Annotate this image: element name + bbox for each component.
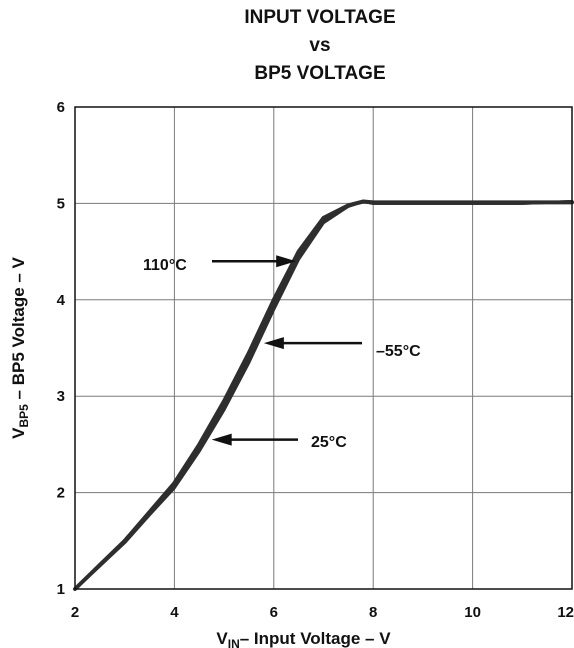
y-tick-label-1: 1: [57, 581, 65, 598]
y-tick-label-2: 2: [57, 485, 65, 502]
annotation-label-2: 25°C: [311, 434, 347, 451]
x-axis-label-main: V: [216, 629, 228, 648]
y-tick-label-6: 6: [57, 99, 65, 116]
annotation-label-1: –55°C: [376, 343, 421, 360]
series-line-2: [73, 200, 574, 591]
x-axis-label-sub: IN: [228, 637, 240, 648]
y-tick-label-4: 4: [57, 292, 66, 309]
chart-title-line-1: INPUT VOLTAGE: [244, 7, 396, 28]
y-axis-label: VBP5 – BP5 Voltage – V: [9, 256, 31, 438]
x-tick-label-4: 4: [170, 604, 179, 621]
y-tick-label-3: 3: [57, 388, 65, 405]
x-axis-ticks: 2 4 6 8 10 12: [71, 604, 574, 621]
x-tick-label-6: 6: [270, 604, 278, 621]
y-axis-label-sub: BP5: [17, 404, 31, 428]
x-axis-label: VIN– Input Voltage – V: [216, 629, 391, 648]
x-tick-label-2: 2: [71, 604, 79, 621]
annotations: 110°C –55°C 25°C: [143, 255, 421, 451]
x-tick-label-10: 10: [464, 604, 481, 621]
x-tick-label-8: 8: [369, 604, 377, 621]
annotation-arrowhead-2: [211, 433, 232, 446]
x-axis-label-rest: – Input Voltage – V: [240, 629, 391, 648]
annotation-label-0: 110°C: [143, 257, 187, 274]
chart-title-line-2: vs: [309, 35, 331, 56]
series-lines: [73, 199, 574, 591]
y-axis-ticks: 1 2 3 4 5 6: [57, 99, 66, 598]
y-axis-label-main: V: [9, 427, 28, 439]
plot-frame: [74, 106, 573, 590]
y-tick-label-5: 5: [57, 195, 65, 212]
annotation-arrowhead-1: [263, 337, 284, 350]
y-axis-label-rest: – BP5 Voltage – V: [9, 256, 28, 404]
annotation-arrowhead-0: [276, 255, 297, 268]
x-tick-label-12: 12: [557, 604, 574, 621]
chart-title-line-3: BP5 VOLTAGE: [254, 63, 386, 84]
